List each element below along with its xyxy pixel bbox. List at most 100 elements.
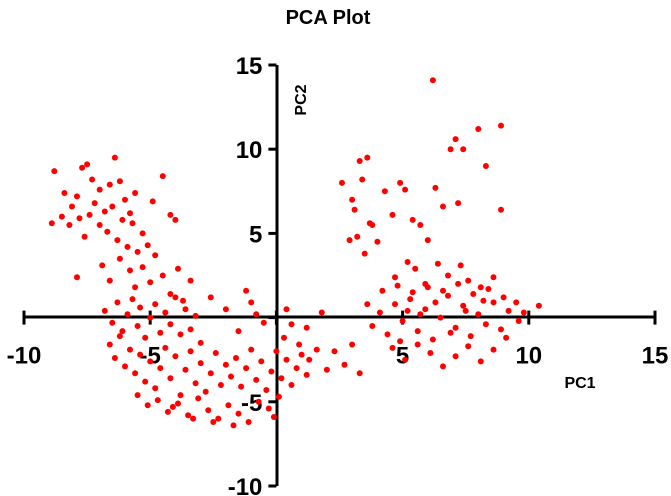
data-point <box>79 164 86 171</box>
axes <box>24 65 655 486</box>
data-point <box>215 415 222 422</box>
data-point <box>482 163 489 169</box>
data-point <box>235 410 242 417</box>
data-point <box>233 355 239 361</box>
data-point <box>381 188 388 195</box>
data-point <box>177 331 184 338</box>
data-point <box>482 321 489 328</box>
data-point <box>129 296 136 303</box>
data-point <box>152 252 159 259</box>
data-point <box>248 299 255 306</box>
data-point <box>172 216 179 223</box>
data-point <box>61 190 68 196</box>
data-point <box>119 328 126 335</box>
data-point <box>445 292 451 299</box>
data-point <box>364 301 371 308</box>
data-point <box>260 319 267 326</box>
data-point <box>404 259 411 265</box>
data-point <box>452 353 459 360</box>
data-point <box>192 312 199 319</box>
data-point <box>273 348 280 355</box>
data-point <box>339 179 345 186</box>
data-point <box>455 200 462 207</box>
data-point <box>205 407 212 414</box>
scatter-points <box>48 77 542 429</box>
data-point <box>447 146 454 153</box>
data-point <box>152 301 159 308</box>
data-point <box>437 314 444 321</box>
data-point <box>278 375 285 382</box>
data-point <box>505 307 512 314</box>
data-point <box>132 284 139 291</box>
data-point <box>164 408 171 415</box>
data-point <box>207 294 214 301</box>
data-point <box>485 286 492 292</box>
data-point <box>48 220 55 227</box>
data-point <box>306 356 313 363</box>
data-point <box>187 277 194 284</box>
data-point <box>238 383 245 390</box>
data-point <box>500 294 507 301</box>
data-point <box>283 356 290 363</box>
data-point <box>452 324 459 331</box>
data-point <box>265 405 272 412</box>
data-point <box>159 173 166 180</box>
data-point <box>283 306 290 313</box>
data-point <box>303 324 310 331</box>
data-point <box>207 370 214 377</box>
data-point <box>465 343 472 350</box>
data-point <box>182 306 189 313</box>
data-point <box>162 344 169 351</box>
tick-labels: -10 -5 5 10 15 -10 -5 5 10 15 <box>7 53 669 496</box>
data-point <box>114 237 121 244</box>
data-point <box>470 291 477 297</box>
data-point <box>354 233 361 240</box>
data-point <box>210 419 217 425</box>
data-point <box>185 412 192 419</box>
data-point <box>445 272 451 279</box>
data-point <box>255 398 262 405</box>
data-point <box>397 179 404 186</box>
data-point <box>134 392 141 399</box>
data-point <box>490 274 497 281</box>
data-point <box>152 385 159 392</box>
data-point <box>122 363 128 370</box>
data-point <box>392 274 398 281</box>
data-point <box>157 365 164 372</box>
data-point <box>503 334 510 341</box>
data-point <box>217 382 224 388</box>
data-point <box>513 299 520 306</box>
x-tick-label: 5 <box>396 343 409 370</box>
data-point <box>180 297 186 304</box>
y-tick-label: 10 <box>236 137 263 164</box>
data-point <box>379 287 386 294</box>
data-point <box>414 341 421 348</box>
data-point <box>477 358 484 365</box>
data-point <box>74 274 80 281</box>
ticks <box>22 63 657 488</box>
data-point <box>475 311 482 318</box>
data-point <box>356 158 363 164</box>
data-point <box>429 77 436 84</box>
data-point <box>341 361 348 368</box>
data-point <box>147 358 154 365</box>
data-point <box>109 203 116 210</box>
data-point <box>162 309 169 316</box>
data-point <box>96 186 103 193</box>
data-point <box>248 346 255 353</box>
data-point <box>409 216 416 223</box>
data-point <box>76 215 83 222</box>
data-point <box>281 334 287 341</box>
data-point <box>288 321 295 328</box>
chart-title: PCA Plot <box>286 7 371 29</box>
data-point <box>245 419 252 425</box>
data-point <box>313 346 320 353</box>
data-point <box>447 329 454 336</box>
data-point <box>480 297 487 304</box>
data-point <box>369 323 376 329</box>
data-point <box>172 294 179 301</box>
data-point <box>159 272 166 279</box>
data-point <box>142 378 149 385</box>
data-point <box>359 176 366 183</box>
data-point <box>298 351 305 358</box>
